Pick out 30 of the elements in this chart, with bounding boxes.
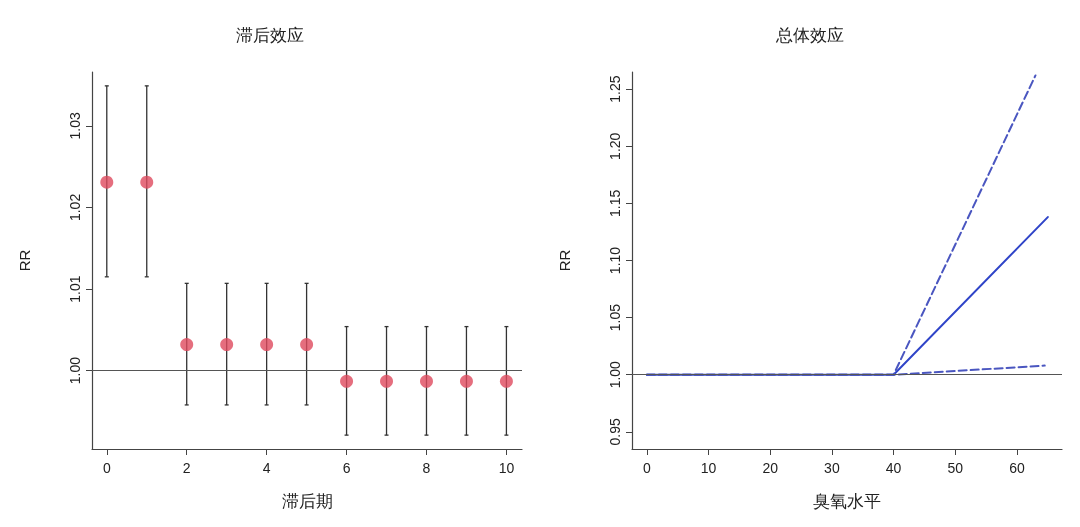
y-tick-label: 1.20 xyxy=(607,132,623,160)
y-tick-label: 1.25 xyxy=(607,75,623,103)
x-tick-label: 0 xyxy=(102,460,111,476)
y-tick-label: 1.10 xyxy=(607,246,623,275)
x-tick-label: 20 xyxy=(762,460,779,476)
x-axis-title: 滞后期 xyxy=(281,492,333,511)
y-axis-title: RR xyxy=(556,249,573,272)
y-tick-label: 1.00 xyxy=(67,356,83,385)
y-tick-label: 0.95 xyxy=(607,418,623,446)
y-tick-label: 1.05 xyxy=(607,303,623,332)
y-tick-label: 1.03 xyxy=(67,112,83,140)
x-tick-label: 8 xyxy=(422,460,431,476)
y-tick-label: 1.02 xyxy=(67,193,83,222)
x-tick-label: 2 xyxy=(182,460,191,476)
x-tick-label: 6 xyxy=(342,460,351,476)
x-tick-label: 40 xyxy=(885,460,902,476)
x-tick-label: 30 xyxy=(824,460,840,476)
x-tick-label: 4 xyxy=(262,460,271,476)
x-axis-title: 臭氧水平 xyxy=(813,492,881,511)
y-axis-title: RR xyxy=(16,249,33,272)
x-tick-label: 10 xyxy=(498,460,515,476)
chart-title: 总体效应 xyxy=(775,26,844,45)
x-tick-label: 50 xyxy=(947,460,964,476)
chart-title: 滞后效应 xyxy=(236,26,304,45)
y-tick-label: 1.01 xyxy=(67,275,83,303)
y-tick-label: 1.15 xyxy=(607,189,623,217)
x-tick-label: 0 xyxy=(642,460,651,476)
y-tick-label: 1.00 xyxy=(607,360,623,389)
x-tick-label: 60 xyxy=(1009,460,1025,476)
x-tick-label: 10 xyxy=(700,460,717,476)
